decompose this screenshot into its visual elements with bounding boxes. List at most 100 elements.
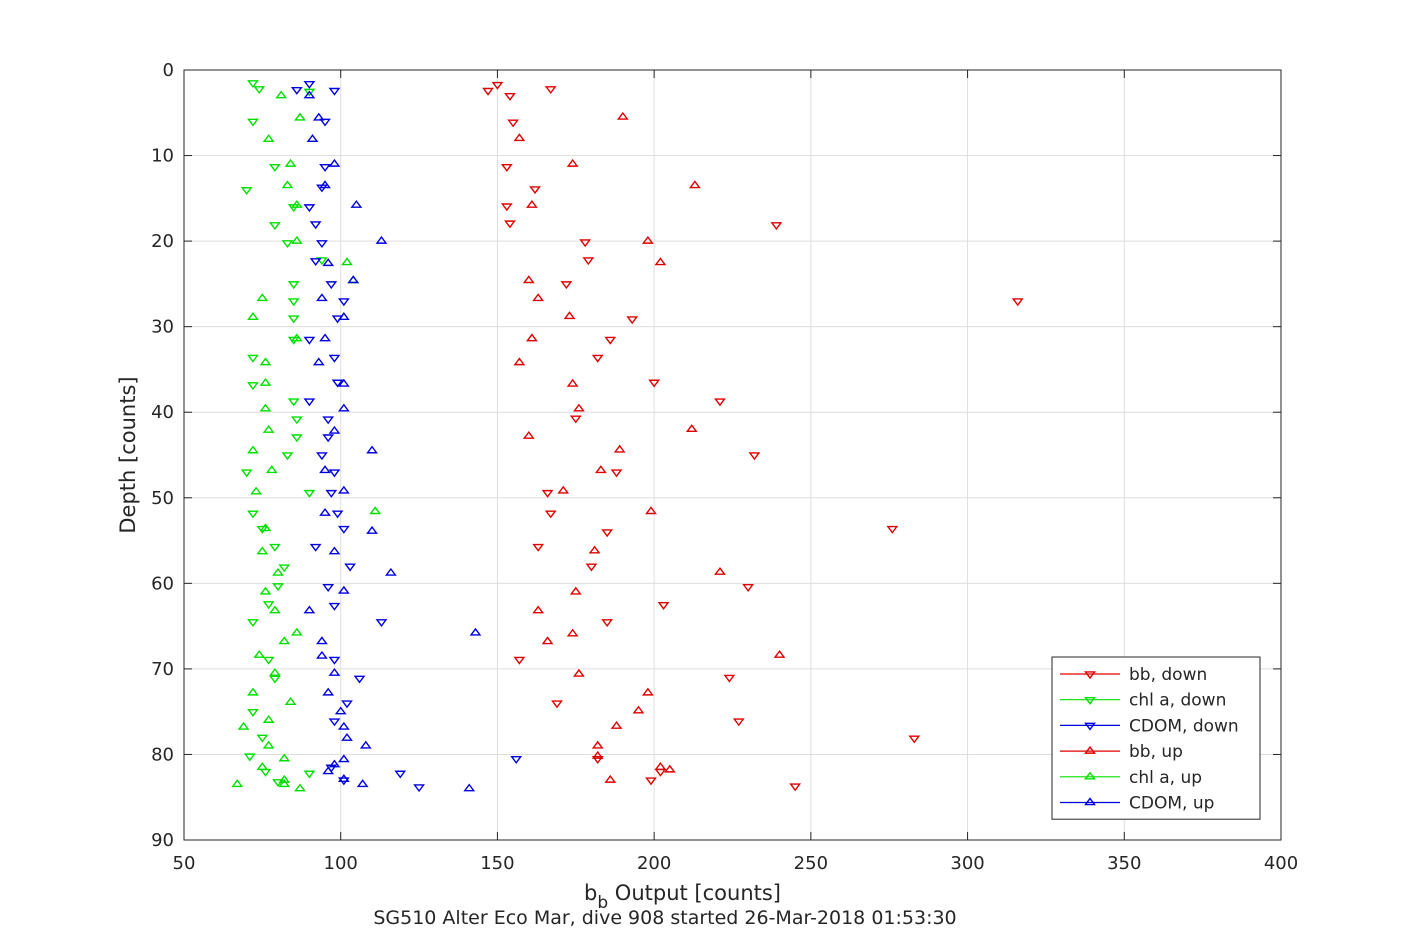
data-point — [269, 667, 281, 676]
data-point — [322, 434, 335, 443]
y-tick-label: 50 — [151, 488, 174, 509]
legend-marker — [1084, 797, 1096, 806]
data-point — [551, 700, 563, 709]
data-point — [714, 566, 726, 575]
data-point — [353, 675, 366, 684]
x-tick-label: 400 — [1264, 853, 1298, 874]
data-point — [262, 601, 275, 610]
data-point — [322, 584, 335, 592]
data-point — [278, 779, 291, 788]
data-point — [278, 753, 291, 762]
y-tick-label: 40 — [151, 402, 174, 423]
data-point — [253, 86, 266, 95]
data-point — [908, 735, 921, 744]
data-point — [290, 333, 303, 342]
data-point — [303, 80, 316, 89]
data-point — [303, 489, 316, 498]
data-point — [259, 586, 272, 595]
data-point — [685, 424, 698, 433]
data-point — [341, 700, 353, 709]
data-point — [529, 186, 541, 195]
data-point — [316, 452, 328, 461]
data-point — [344, 563, 357, 572]
data-point — [328, 546, 341, 555]
data-point — [573, 403, 585, 412]
data-point — [316, 257, 328, 266]
data-point — [482, 87, 494, 96]
data-point — [507, 119, 519, 128]
data-point — [269, 222, 281, 231]
data-point — [604, 336, 617, 345]
data-point — [284, 697, 297, 705]
data-point — [654, 768, 667, 777]
series-3 — [513, 111, 786, 783]
data-point — [591, 750, 604, 759]
data-point — [337, 585, 350, 594]
data-point — [253, 649, 266, 658]
data-point — [269, 605, 281, 614]
data-point — [522, 430, 535, 439]
plot-area-frame — [183, 69, 1282, 841]
data-point — [723, 674, 736, 683]
data-point — [632, 705, 645, 714]
x-axis-label: bb Output [counts] — [584, 881, 781, 913]
x-tick-label: 200 — [637, 853, 671, 874]
data-point — [262, 424, 275, 433]
data-point — [714, 398, 726, 407]
data-point — [309, 221, 322, 230]
data-point — [500, 163, 513, 172]
data-point — [247, 619, 259, 628]
data-point — [337, 721, 350, 730]
y-tick-label: 0 — [163, 60, 174, 81]
data-point — [290, 235, 303, 244]
data-point — [287, 398, 300, 407]
data-point — [541, 489, 554, 498]
data-point — [319, 333, 331, 342]
legend-label: CDOM, up — [1129, 794, 1214, 814]
data-point — [337, 525, 350, 534]
data-point — [337, 403, 350, 412]
data-point — [309, 543, 322, 552]
data-point — [328, 354, 341, 363]
data-point — [350, 199, 363, 208]
data-point — [278, 774, 291, 783]
data-point — [334, 706, 347, 715]
data-point — [247, 510, 259, 519]
data-point — [259, 768, 272, 777]
data-point — [265, 465, 278, 474]
data-point — [316, 293, 328, 302]
data-point — [319, 118, 331, 127]
data-point — [290, 86, 303, 95]
data-point — [319, 507, 331, 516]
data-point — [654, 257, 667, 266]
data-point — [610, 469, 623, 478]
x-tick-label: 250 — [794, 853, 828, 874]
data-point — [384, 567, 397, 576]
data-point — [594, 465, 607, 474]
data-point — [591, 755, 604, 764]
data-point — [573, 668, 585, 677]
data-point — [347, 275, 360, 284]
data-point — [237, 721, 250, 730]
data-point — [526, 333, 538, 342]
legend-entry: chl a, down — [1060, 691, 1226, 711]
data-point — [522, 275, 535, 284]
data-point — [247, 354, 259, 363]
legend-label: bb, down — [1129, 665, 1207, 685]
data-point — [247, 708, 259, 717]
x-axis-label-main: b — [584, 881, 597, 905]
data-point — [262, 656, 275, 665]
data-point — [369, 506, 382, 515]
data-point — [256, 734, 269, 743]
data-point — [287, 315, 300, 324]
data-point — [281, 240, 294, 249]
data-point — [328, 87, 341, 96]
data-point — [563, 311, 576, 320]
series-5 — [303, 90, 482, 792]
x-tick-label: 150 — [480, 853, 514, 874]
data-point — [513, 133, 526, 142]
x-axis-label-subscript: b — [597, 893, 608, 913]
data-point — [579, 239, 592, 248]
data-point — [303, 398, 316, 407]
